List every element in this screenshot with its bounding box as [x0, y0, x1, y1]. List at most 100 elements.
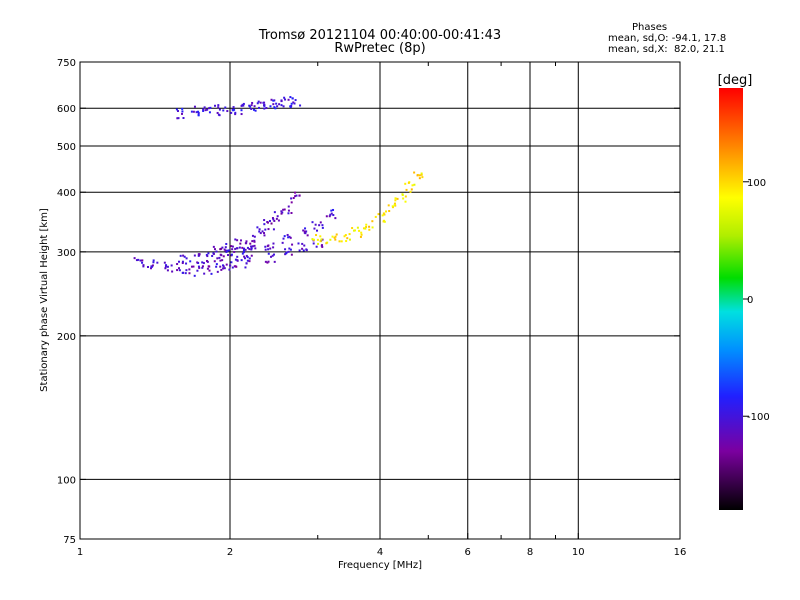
data-point	[146, 265, 149, 268]
data-point	[222, 265, 225, 268]
data-point	[222, 267, 225, 270]
data-point	[264, 248, 267, 251]
data-point	[231, 248, 234, 251]
data-point	[142, 264, 145, 267]
data-point	[197, 265, 200, 268]
data-point	[277, 219, 280, 222]
data-point	[203, 106, 206, 109]
data-point	[287, 205, 290, 208]
data-point	[359, 235, 362, 238]
colorbar-tick-label: -100	[747, 412, 770, 423]
data-point	[284, 98, 287, 101]
colorbar-tick-label: 100	[747, 178, 766, 189]
data-point	[193, 274, 196, 277]
data-point	[152, 259, 155, 262]
data-point	[293, 102, 296, 105]
data-point	[257, 100, 260, 103]
y-tick-label: 75	[63, 535, 76, 546]
data-point	[232, 109, 235, 112]
data-point	[263, 232, 266, 235]
data-point	[383, 213, 386, 216]
data-point	[273, 260, 276, 263]
data-point	[205, 253, 208, 256]
data-point	[287, 236, 290, 239]
data-point	[183, 255, 186, 258]
data-point	[228, 268, 231, 271]
data-point	[270, 222, 273, 225]
data-point	[175, 108, 178, 111]
data-point	[240, 104, 243, 107]
data-point	[225, 263, 228, 266]
data-point	[206, 255, 209, 258]
data-point	[407, 181, 410, 184]
data-point	[250, 247, 253, 250]
data-point	[195, 111, 198, 114]
data-point	[292, 101, 295, 104]
data-point	[181, 260, 184, 263]
data-point	[294, 195, 297, 198]
data-point	[227, 249, 230, 252]
y-tick-label: 300	[57, 248, 76, 259]
data-point	[385, 210, 388, 213]
data-point	[201, 266, 204, 269]
data-point	[311, 221, 314, 224]
data-point	[207, 252, 210, 255]
data-point	[421, 176, 424, 179]
data-point	[241, 252, 244, 255]
data-point	[263, 219, 266, 222]
data-point	[235, 265, 238, 268]
data-point	[181, 107, 184, 110]
x-tick-label: 1	[77, 547, 83, 558]
x-tick-label: 16	[674, 547, 687, 558]
data-point	[182, 117, 185, 120]
data-point	[393, 203, 396, 206]
data-point	[188, 272, 191, 275]
data-point	[137, 258, 140, 261]
data-point	[204, 109, 207, 112]
data-point	[170, 264, 173, 267]
data-point	[201, 261, 204, 264]
data-point	[208, 269, 211, 272]
data-point	[233, 250, 236, 253]
data-point	[202, 262, 205, 265]
data-point	[343, 235, 346, 238]
data-point	[259, 232, 262, 235]
x-axis-ticks: 1 2 4 6 8 10 16	[77, 62, 687, 558]
data-point	[286, 233, 289, 236]
data-point	[234, 238, 237, 241]
data-point	[198, 266, 201, 269]
stats-o-mode: mean, sd,O: -94.1, 17.8	[608, 33, 727, 44]
data-point	[244, 248, 247, 251]
data-point	[394, 199, 397, 202]
data-point	[377, 213, 380, 216]
data-point	[208, 107, 211, 110]
data-point	[203, 272, 206, 275]
data-point	[208, 265, 211, 268]
data-point	[291, 97, 294, 100]
data-point	[351, 227, 354, 230]
data-point	[353, 229, 356, 232]
data-point	[409, 190, 412, 193]
data-point	[208, 111, 211, 114]
data-point	[176, 263, 179, 266]
data-point	[271, 254, 274, 257]
data-point	[242, 102, 245, 105]
data-point	[262, 104, 265, 107]
x-tick-label: 2	[227, 547, 233, 558]
data-point	[315, 234, 318, 237]
y-tick-label: 600	[57, 104, 76, 115]
data-point	[230, 111, 233, 114]
data-point	[283, 96, 286, 99]
data-point	[290, 197, 293, 200]
data-point	[209, 106, 212, 109]
data-point	[301, 247, 304, 250]
data-point	[282, 237, 285, 240]
data-point	[289, 248, 292, 251]
data-point	[330, 212, 333, 215]
data-point	[266, 261, 269, 264]
data-point	[236, 259, 239, 262]
data-point	[250, 107, 253, 110]
data-point	[345, 240, 348, 243]
data-point	[230, 245, 233, 248]
data-point	[224, 106, 227, 109]
